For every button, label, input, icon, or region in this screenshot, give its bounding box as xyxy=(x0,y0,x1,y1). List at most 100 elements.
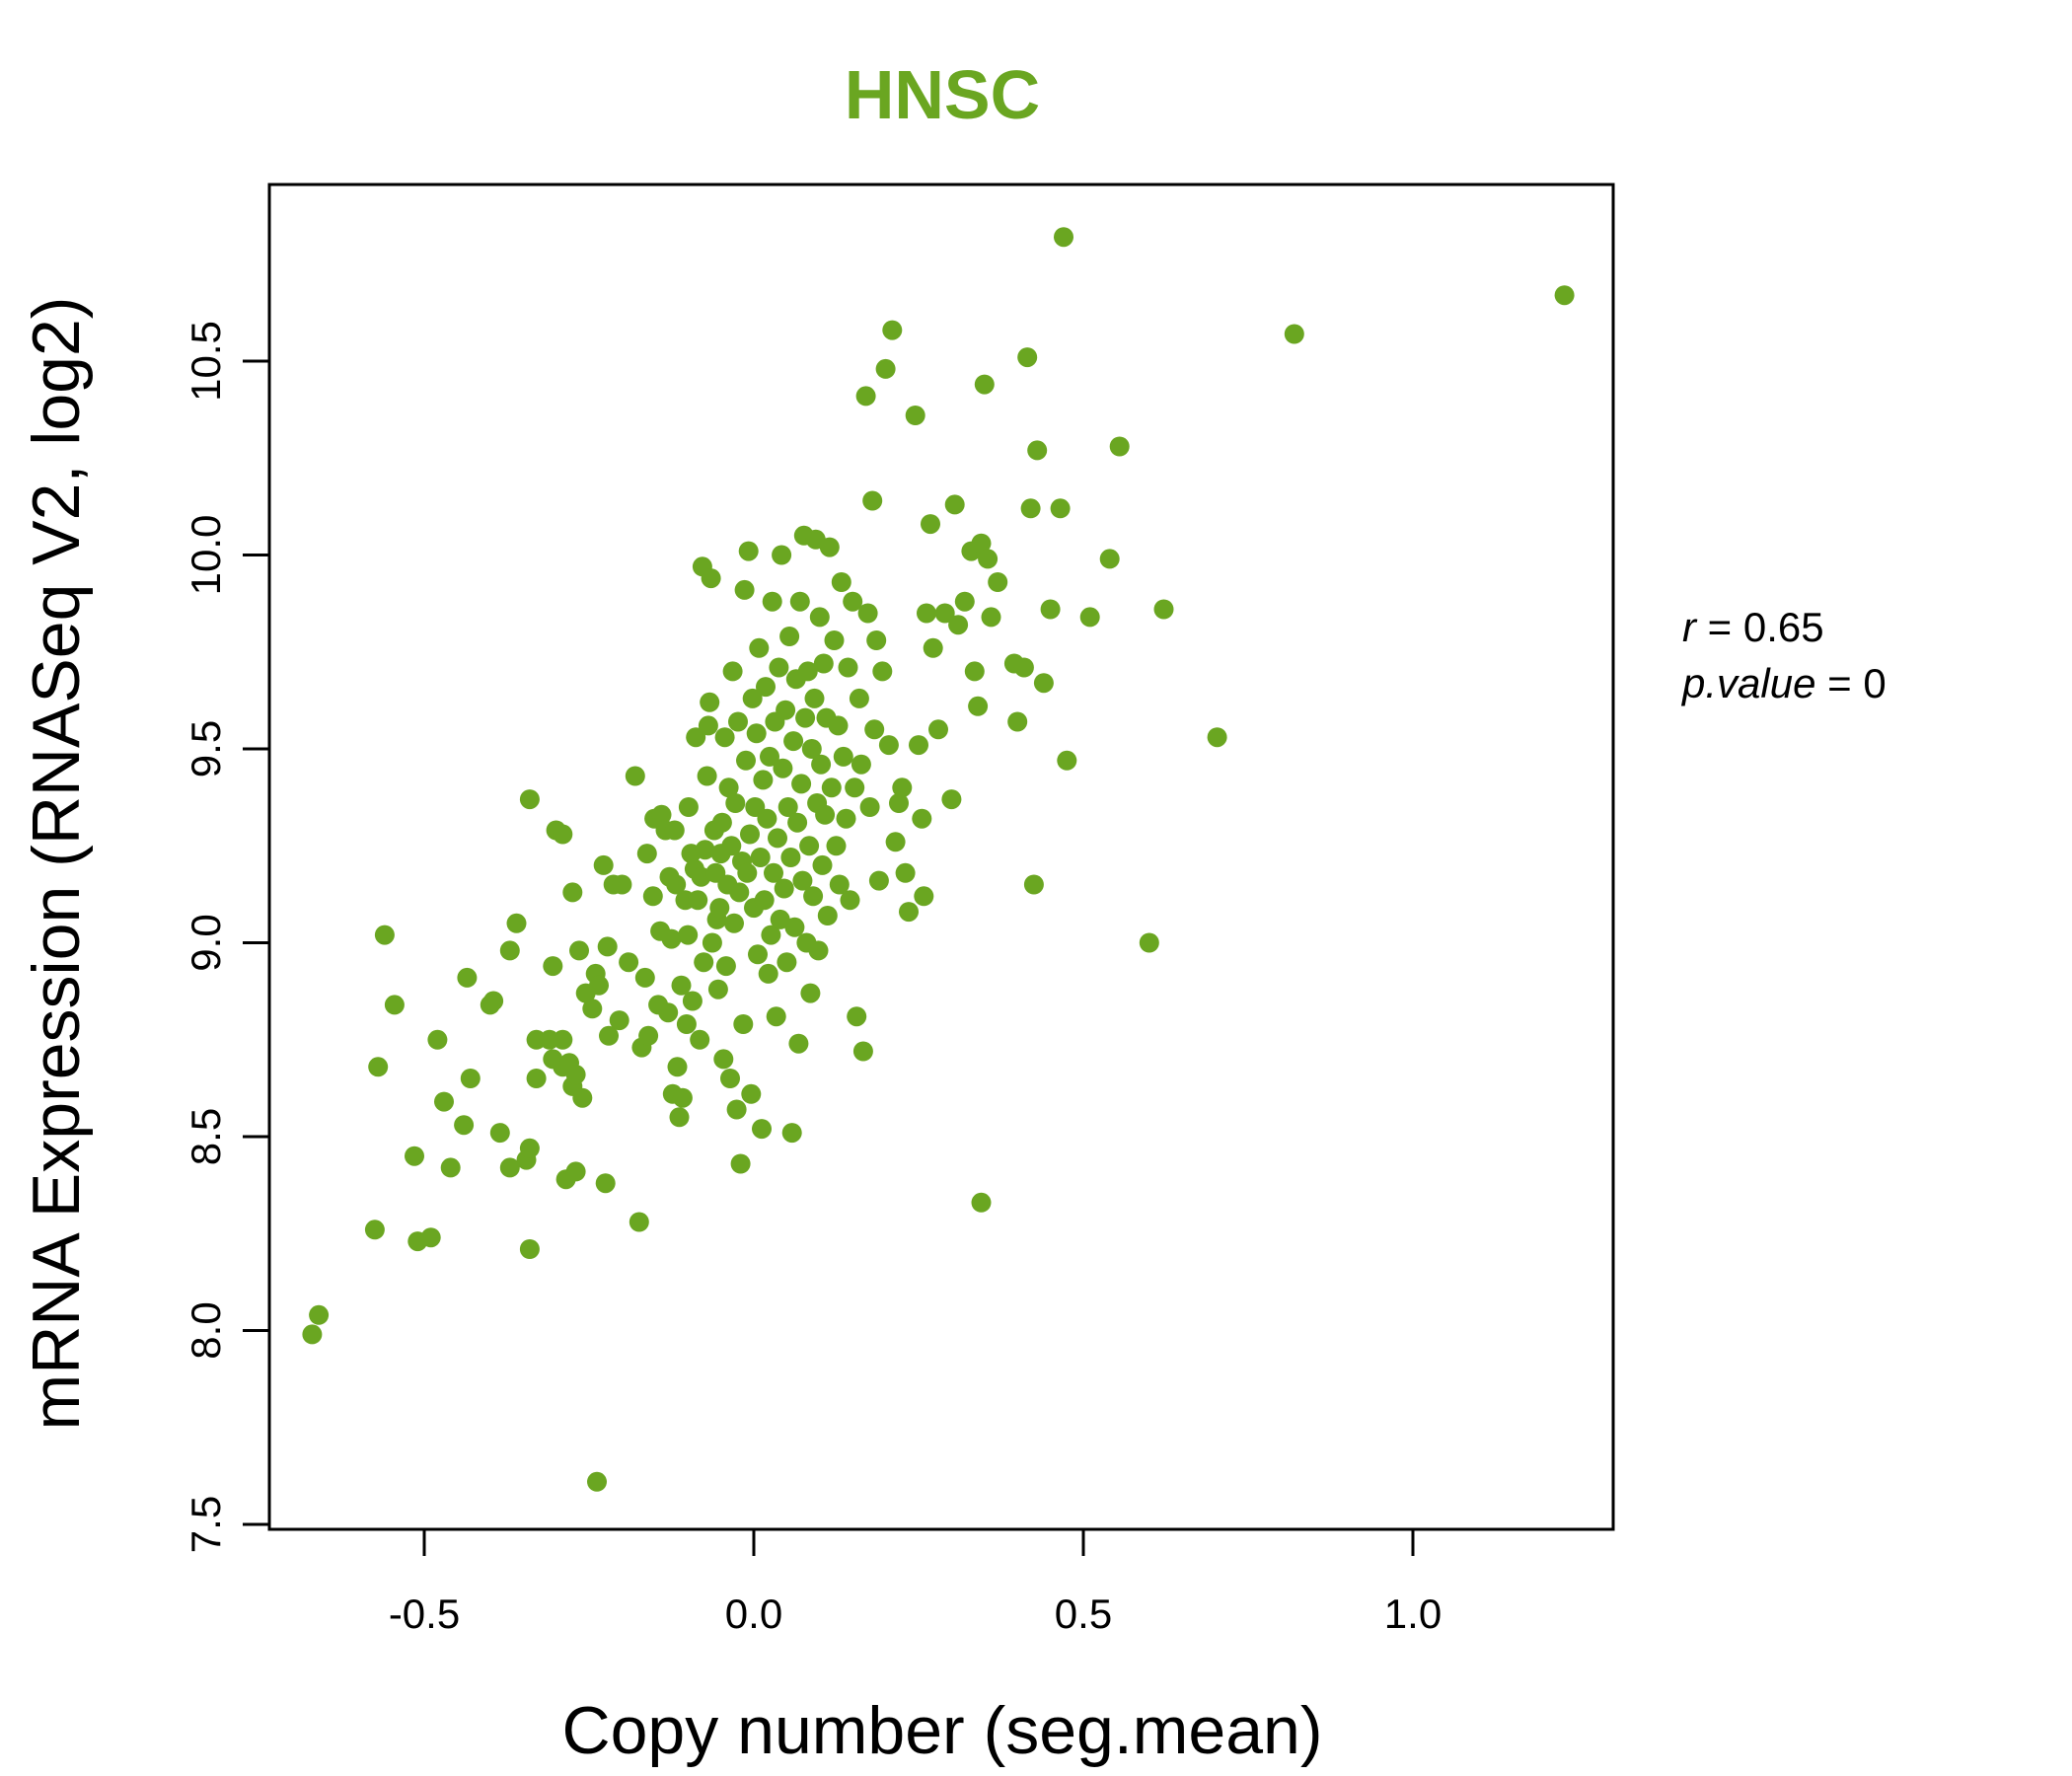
data-point xyxy=(797,661,818,682)
data-point xyxy=(711,812,732,833)
data-point xyxy=(758,963,778,984)
data-point xyxy=(506,913,527,933)
data-point xyxy=(1057,750,1077,771)
data-point xyxy=(589,975,609,996)
data-point xyxy=(1099,549,1120,569)
data-point xyxy=(921,514,940,535)
data-point xyxy=(519,1239,540,1259)
data-point xyxy=(309,1304,330,1325)
data-point xyxy=(792,870,813,891)
data-point xyxy=(678,925,699,945)
data-point xyxy=(666,874,687,895)
data-point xyxy=(625,766,645,786)
data-point xyxy=(1207,727,1227,748)
y-tick-label: 9.0 xyxy=(183,914,229,971)
data-point xyxy=(784,917,805,937)
data-point xyxy=(741,1083,762,1104)
data-point xyxy=(658,1002,679,1023)
data-point xyxy=(499,1157,520,1178)
data-point xyxy=(709,898,730,919)
data-point xyxy=(954,591,975,612)
data-point xyxy=(974,374,995,395)
data-point xyxy=(808,940,829,961)
data-point xyxy=(892,777,913,798)
x-tick-label: 1.0 xyxy=(1384,1591,1442,1637)
data-point xyxy=(757,808,777,829)
data-point xyxy=(762,591,782,612)
data-point xyxy=(845,777,865,798)
data-point xyxy=(1079,607,1100,628)
data-point xyxy=(682,991,703,1011)
data-point xyxy=(799,836,820,856)
data-point xyxy=(988,572,1008,592)
data-point xyxy=(636,844,657,864)
data-point xyxy=(737,862,758,883)
data-point xyxy=(866,630,887,650)
data-point xyxy=(824,630,845,650)
data-point xyxy=(569,940,589,961)
data-point xyxy=(768,828,787,849)
data-point xyxy=(587,1471,607,1492)
data-point xyxy=(434,1091,454,1112)
data-point xyxy=(821,777,842,798)
data-point xyxy=(754,890,775,911)
data-point xyxy=(1109,436,1130,457)
data-point xyxy=(809,607,830,628)
data-point xyxy=(800,983,821,1003)
data-point xyxy=(746,723,767,744)
data-point xyxy=(761,925,781,945)
data-point xyxy=(642,886,663,907)
data-point xyxy=(878,735,899,756)
data-point xyxy=(694,952,714,973)
data-point xyxy=(1007,711,1028,732)
data-point xyxy=(713,1049,734,1070)
data-point xyxy=(851,754,871,775)
data-point xyxy=(750,848,771,867)
data-point xyxy=(813,653,834,674)
data-point xyxy=(864,719,885,740)
data-point xyxy=(714,727,735,748)
r-value: 0.65 xyxy=(1743,604,1824,650)
pvalue-annotation: p.value = 0 xyxy=(1680,660,1887,706)
y-axis: 7.5 8.0 8.5 9.0 9.5 10.0 10.5 xyxy=(183,321,271,1553)
data-point xyxy=(688,890,708,911)
x-axis-title: Copy number (seg.mean) xyxy=(561,1693,1322,1768)
data-point xyxy=(1023,874,1044,895)
data-point xyxy=(368,1057,389,1077)
data-point xyxy=(686,727,706,748)
data-point xyxy=(629,1212,649,1232)
data-point xyxy=(667,1057,688,1077)
data-point xyxy=(1050,498,1071,519)
data-point xyxy=(791,774,812,794)
data-point xyxy=(702,932,722,953)
data-point xyxy=(1554,285,1575,306)
x-axis: -0.5 0.0 0.5 1.0 xyxy=(389,1527,1442,1637)
data-point xyxy=(787,812,808,833)
data-point xyxy=(968,696,989,716)
data-point xyxy=(855,386,876,407)
data-point xyxy=(374,925,395,945)
data-point xyxy=(302,1324,323,1345)
data-point xyxy=(829,874,850,895)
data-point xyxy=(760,746,779,767)
data-point xyxy=(801,739,822,759)
data-point xyxy=(978,549,999,569)
data-point xyxy=(885,832,906,852)
data-point xyxy=(599,1025,619,1046)
data-point xyxy=(836,808,856,829)
data-point xyxy=(944,494,965,515)
p-value: 0 xyxy=(1863,660,1886,706)
data-point xyxy=(676,1014,697,1034)
data-point xyxy=(828,715,849,736)
data-point xyxy=(971,533,992,554)
p-equals: = xyxy=(1827,660,1863,706)
data-point xyxy=(1013,657,1034,678)
y-tick-label: 8.5 xyxy=(183,1108,229,1165)
r-label: r xyxy=(1682,604,1698,650)
data-point xyxy=(971,1192,992,1213)
data-point xyxy=(783,731,804,752)
data-point xyxy=(1054,227,1073,248)
y-tick-label: 8.0 xyxy=(183,1301,229,1359)
data-point xyxy=(843,591,863,612)
data-point xyxy=(752,1119,772,1140)
